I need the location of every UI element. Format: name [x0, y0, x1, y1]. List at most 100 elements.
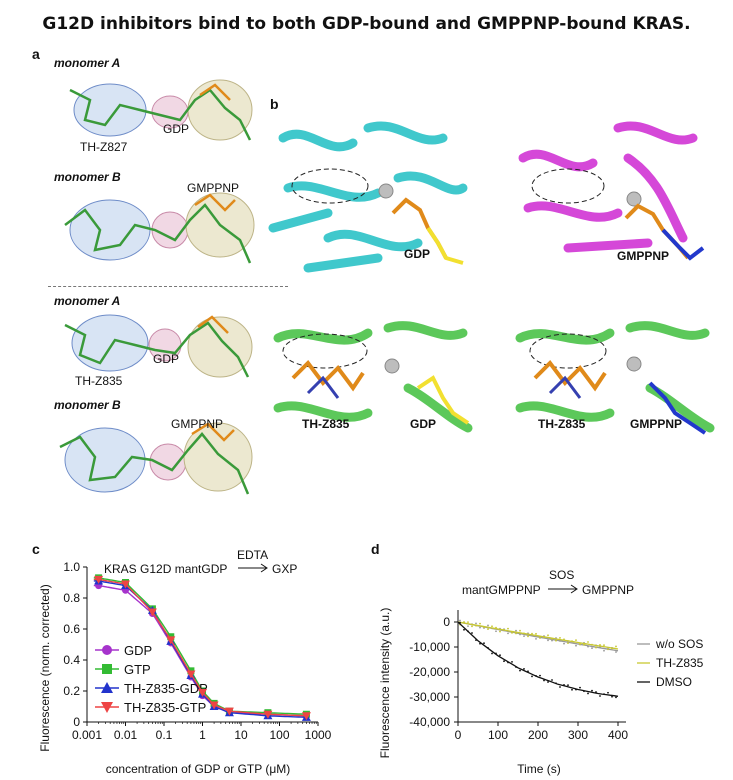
- chart-d-point-dmso: [499, 654, 501, 657]
- chart-d-fit-dmso: [457, 621, 619, 697]
- chart-c-ytick-label: 0: [73, 715, 80, 729]
- monomer-a-label-1: monomer A: [54, 56, 121, 70]
- ligand-label-gmppnp-1: GMPPNP: [187, 181, 240, 195]
- chart-d-annotation-left: mantGMPPNP: [462, 583, 541, 597]
- chart-d-point-w-o-sos: [459, 619, 461, 622]
- compound-label-z835-1: TH-Z835: [75, 374, 123, 388]
- chart-d-point-dmso: [503, 660, 505, 663]
- chart-d-point-w-o-sos: [547, 639, 549, 642]
- panel-a-divider: [48, 286, 288, 287]
- chart-d-point-th-z835: [559, 636, 561, 639]
- chart-d-point-dmso: [611, 695, 613, 698]
- chart-c-legend-label: GDP: [124, 643, 152, 658]
- chart-d-point-th-z835: [547, 634, 549, 637]
- chart-d-legend-label: TH-Z835: [656, 656, 704, 670]
- chart-d-point-dmso: [547, 681, 549, 683]
- chart-d-point-th-z835: [567, 642, 569, 645]
- chart-d-point-dmso: [615, 696, 617, 699]
- chart-d-point-w-o-sos: [591, 647, 593, 650]
- panel-b-ligand-gdp-1: GDP: [404, 247, 431, 261]
- chart-d-xtick-label: 400: [608, 728, 628, 742]
- chart-c-xtick-label: 1: [199, 728, 206, 742]
- chart-c-legend-marker: [101, 682, 113, 693]
- kras-structure-z835-gmppnp-green: [515, 321, 715, 435]
- chart-d-point-th-z835: [507, 627, 509, 630]
- monomer-a-label-2: monomer A: [54, 294, 121, 308]
- chart-c-ytick-label: 0.2: [63, 684, 80, 698]
- chart-d-ytick-label: -30,000: [409, 690, 450, 704]
- chart-c-ytick-label: 0.8: [63, 591, 80, 605]
- chart-d-xlabel: Time (s): [517, 762, 561, 776]
- chart-c-point-th-z835-gtp: [166, 636, 176, 645]
- chart-d-point-w-o-sos: [523, 635, 525, 638]
- chart-c-point-th-z835-gtp: [147, 608, 157, 617]
- chart-c-annotation-left: KRAS G12D mantGDP: [104, 562, 227, 576]
- kras-structure-gdp-cyan: [268, 121, 468, 273]
- density-map-z827-monomer-b: [64, 192, 255, 264]
- chart-c: Fluorescence (norm. corrected) concentra…: [38, 548, 332, 776]
- chart-d-annotation-arrow-label: SOS: [549, 568, 574, 582]
- chart-d-point-w-o-sos: [575, 644, 577, 647]
- chart-d-point-dmso: [471, 632, 473, 634]
- chart-c-xtick-label: 0.1: [156, 728, 173, 742]
- chart-c-xlabel: concentration of GDP or GTP (μM): [106, 762, 291, 776]
- chart-d-point-th-z835: [479, 622, 481, 625]
- chart-d-point-th-z835: [491, 625, 493, 628]
- chart-c-xtick-label: 10: [234, 728, 248, 742]
- chart-c-legend-label: GTP: [124, 662, 151, 677]
- chart-d-point-th-z835: [499, 630, 501, 633]
- chart-c-xtick-label: 100: [269, 728, 289, 742]
- monomer-b-label-1: monomer B: [54, 170, 121, 184]
- panel-d-label: d: [371, 541, 380, 557]
- chart-d-point-th-z835: [595, 646, 597, 649]
- chart-d-point-w-o-sos: [603, 649, 605, 652]
- chart-d-point-w-o-sos: [467, 625, 469, 628]
- chart-c-legend-marker: [102, 664, 112, 674]
- panel-b-ligand-gmppnp-1: GMPPNP: [617, 249, 670, 263]
- chart-d-point-w-o-sos: [515, 629, 517, 632]
- chart-d-point-dmso: [607, 691, 609, 694]
- chart-d-point-w-o-sos: [495, 630, 497, 633]
- chart-d-point-th-z835: [579, 643, 581, 646]
- chart-c-ylabel: Fluorescence (norm. corrected): [38, 584, 52, 751]
- kras-structure-gmppnp-magenta: [518, 121, 705, 261]
- monomer-b-label-2: monomer B: [54, 398, 121, 412]
- chart-c-point-th-z835-gtp: [263, 710, 273, 719]
- chart-c-ytick-label: 0.4: [63, 653, 80, 667]
- chart-d-point-dmso: [551, 679, 553, 681]
- chart-c-point-th-z835-gtp: [186, 670, 196, 679]
- chart-c-point-th-z835-gtp: [301, 712, 311, 721]
- chart-d-xtick-label: 100: [488, 728, 508, 742]
- chart-d-point-dmso: [559, 686, 561, 688]
- chart-d-point-dmso: [519, 669, 521, 672]
- chart-d-point-th-z835: [575, 639, 577, 642]
- chart-d-point-dmso: [591, 689, 593, 692]
- chart-c-fit-th-z835-gtp: [93, 578, 307, 717]
- chart-d-point-w-o-sos: [563, 642, 565, 645]
- chart-d-point-th-z835: [467, 621, 469, 624]
- chart-d-point-th-z835: [607, 648, 609, 651]
- chart-d-point-th-z835: [587, 641, 589, 643]
- chart-d-legend-label: w/o SOS: [655, 637, 703, 651]
- density-map-z827-monomer-a: [69, 79, 253, 141]
- chart-d-point-th-z835: [487, 628, 489, 631]
- chart-d-point-th-z835: [539, 637, 541, 639]
- chart-d-point-dmso: [483, 642, 485, 645]
- chart-c-point-th-z835-gtp: [121, 580, 130, 589]
- chart-d-point-dmso: [567, 684, 569, 687]
- ligand-label-gmppnp-2: GMPPNP: [171, 417, 224, 431]
- chart-d-xtick-label: 200: [528, 728, 548, 742]
- panel-b-ligand-gmppnp-2: GMPPNP: [630, 417, 683, 431]
- chart-d-point-th-z835: [583, 643, 585, 646]
- chart-d-annotation-arrow-head: [570, 584, 578, 594]
- chart-c-point-th-z835-gtp: [94, 575, 104, 584]
- chart-c-xtick-label: 0.01: [114, 728, 138, 742]
- chart-d-point-th-z835: [603, 644, 605, 647]
- chart-d-xtick-label: 0: [455, 728, 462, 742]
- chart-d-fit-th-z835: [457, 621, 619, 650]
- chart-d-point-dmso: [599, 695, 601, 697]
- chart-d-point-th-z835: [511, 631, 513, 634]
- chart-d-ytick-label: -40,000: [409, 715, 450, 729]
- chart-d-ylabel: Fluorescence intensity (a.u.): [378, 608, 392, 759]
- chart-c-xtick-label: 0.001: [72, 728, 102, 742]
